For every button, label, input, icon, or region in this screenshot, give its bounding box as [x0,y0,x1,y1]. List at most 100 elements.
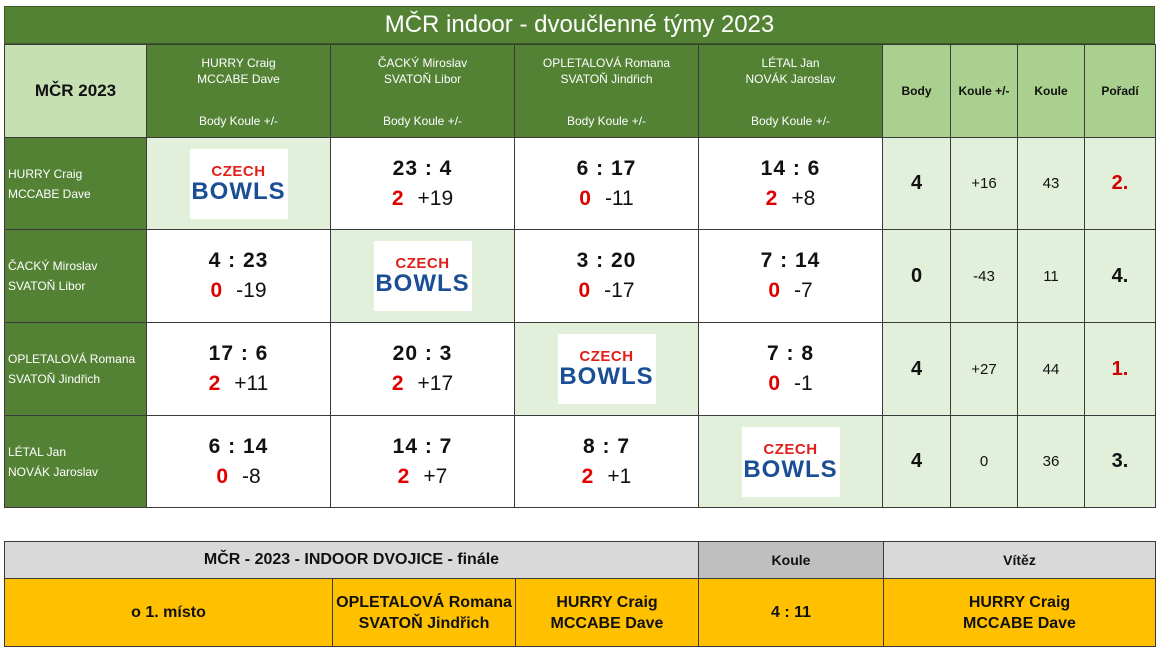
match-score: 6 : 17 [576,156,637,180]
match-diff: -17 [604,279,635,302]
match-score: 4 : 23 [208,249,269,272]
team-player-2: SVATOŇ Libor [383,72,462,86]
col-subheader: Body Koule +/- [382,114,463,128]
team-row: ČACKÝ Miroslav SVATOŇ Libor 4 : 23 0 -19 … [4,229,1156,323]
logo-text-bowls: BOWLS [743,455,838,483]
logo-text-czech: CZECH [211,162,266,180]
rank-cell: 4. [1084,229,1156,323]
match-cell: 3 : 20 0 -17 [514,229,699,323]
total-koule: 11 [1017,229,1085,323]
col-header-team-2: ČACKÝ Miroslav SVATOŇ Libor Body Koule +/… [330,44,515,138]
winner-player-2: MCCABE Dave [963,614,1076,632]
winner-player-1: HURRY Craig [968,593,1071,611]
total-koule-diff: -43 [950,229,1018,323]
team-row: OPLETALOVÁ Romana SVATOŇ Jindřich 17 : 6… [4,322,1156,416]
match-cell: 4 : 23 0 -19 [146,229,331,323]
logo-text-czech: CZECH [395,255,450,272]
team-row: LÉTAL Jan NOVÁK Jaroslav 6 : 14 0 -8 14 :… [4,415,1156,508]
team-player-1: OPLETALOVÁ Romana [336,593,512,611]
match-points: 2 [391,372,404,395]
match-cell: 14 : 6 2 +8 [698,137,883,230]
team-player-1: OPLETALOVÁ Romana [542,56,671,70]
logo-text-bowls: BOWLS [375,270,470,297]
row-header-team: LÉTAL Jan NOVÁK Jaroslav [4,415,147,508]
total-koule-diff: 0 [950,415,1018,508]
header-row: MČR 2023 HURRY Craig MCCABE Dave Body Kou… [4,44,1156,138]
match-cell: 14 : 7 2 +7 [330,415,515,508]
match-score: 6 : 14 [208,434,269,458]
logo-text-bowls: BOWLS [191,177,286,205]
diagonal-cell: CZECH BOWLS [146,137,331,230]
czech-bowls-logo: CZECH BOWLS [373,241,472,311]
match-cell: 23 : 4 2 +19 [330,137,515,230]
match-score: 17 : 6 [208,342,269,365]
team-player-1: LÉTAL Jan [761,56,820,70]
team-player-2: SVATOŇ Libor [8,279,86,293]
header-body: Body [882,44,951,138]
col-subheader: Body Koule +/- [566,114,647,128]
final-score: 4 : 11 [698,578,884,647]
logo-text-bowls: BOWLS [559,363,654,390]
match-diff: -11 [604,186,634,210]
match-points: 0 [578,279,591,302]
match-score: 23 : 4 [392,156,453,180]
rank-cell: 2. [1084,137,1156,230]
match-cell: 6 : 14 0 -8 [146,415,331,508]
match-cell: 17 : 6 2 +11 [146,322,331,416]
match-diff: +1 [607,464,632,488]
match-points: 2 [397,464,410,488]
czech-bowls-logo: CZECH BOWLS [189,148,288,219]
col-header-team-4: LÉTAL Jan NOVÁK Jaroslav Body Koule +/- [698,44,883,138]
col-subheader: Body Koule +/- [198,114,279,128]
match-points: 2 [765,186,778,210]
rank-cell: 1. [1084,322,1156,416]
match-cell: 7 : 14 0 -7 [698,229,883,323]
czech-bowls-logo: CZECH BOWLS [741,426,840,497]
total-body: 4 [882,415,951,508]
diagonal-cell: CZECH BOWLS [330,229,515,323]
czech-bowls-logo: CZECH BOWLS [557,334,656,404]
match-points: 0 [768,372,780,395]
team-player-2: SVATOŇ Jindřich [8,372,101,386]
total-koule-diff: +16 [950,137,1018,230]
match-cell: 7 : 8 0 -1 [698,322,883,416]
page-title: MČR indoor - dvoučlenné týmy 2023 [4,6,1155,44]
total-koule: 36 [1017,415,1085,508]
final-winner-header: Vítěz [883,541,1156,579]
match-points: 0 [210,279,223,302]
match-points: 0 [216,464,228,488]
total-body: 0 [882,229,951,323]
match-score: 8 : 7 [582,434,631,458]
match-diff: +11 [234,372,269,395]
match-score: 3 : 20 [576,249,637,272]
total-body: 4 [882,137,951,230]
match-score: 7 : 14 [760,249,821,272]
diagonal-cell: CZECH BOWLS [514,322,699,416]
team-player-2: SVATOŇ Jindřich [358,614,490,632]
final-place: o 1. místo [4,578,333,647]
row-header-team: HURRY Craig MCCABE Dave [4,137,147,230]
corner-label: MČR 2023 [4,44,147,138]
team-player-1: OPLETALOVÁ Romana [8,352,136,366]
header-poradi: Pořadí [1084,44,1156,138]
final-koule-header: Koule [698,541,884,579]
header-koule: Koule [1017,44,1085,138]
team-player-1: HURRY Craig [8,166,83,181]
team-row: HURRY Craig MCCABE Dave CZECH BOWLS 23 :… [4,137,1156,230]
team-player-2: SVATOŇ Jindřich [560,72,653,86]
match-cell: 8 : 7 2 +1 [514,415,699,508]
team-player-1: HURRY Craig [201,56,276,70]
col-subheader: Body Koule +/- [750,114,831,128]
total-koule-diff: +27 [950,322,1018,416]
match-score: 14 : 7 [392,434,453,458]
match-score: 20 : 3 [392,342,453,365]
match-points: 2 [391,186,404,210]
match-points: 0 [768,279,780,302]
results-table: MČR 2023 HURRY Craig MCCABE Dave Body Kou… [4,44,1156,508]
match-diff: -1 [794,372,813,395]
diagonal-cell: CZECH BOWLS [698,415,883,508]
col-header-team-1: HURRY Craig MCCABE Dave Body Koule +/- [146,44,331,138]
team-player-2: MCCABE Dave [8,186,91,201]
match-diff: -7 [794,279,813,302]
match-points: 2 [208,372,221,395]
